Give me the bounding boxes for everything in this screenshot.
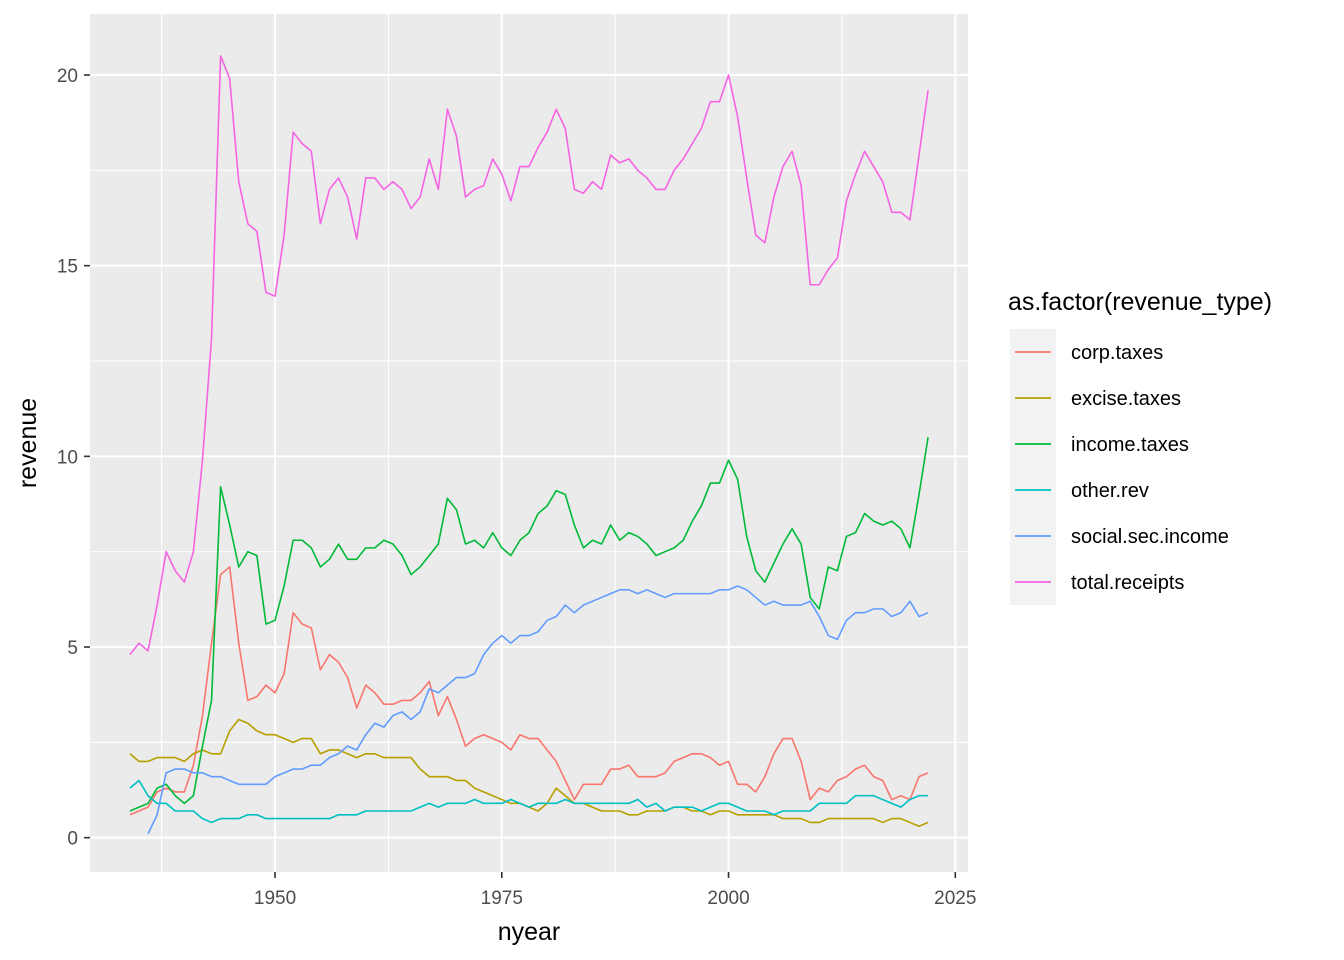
legend-item-label: other.rev [1071, 480, 1149, 502]
legend-item-label: total.receipts [1071, 572, 1184, 594]
y-axis-title: revenue [14, 398, 42, 488]
legend-key [1010, 513, 1056, 559]
legend-item-label: income.taxes [1071, 434, 1189, 456]
legend-items: corp.taxes excise.taxes income.taxes other.… [1010, 329, 1229, 605]
legend-item-label: social.sec.income [1071, 526, 1229, 548]
legend-key [1010, 559, 1056, 605]
series-line-corp-taxes [129, 566, 929, 816]
minor-gridlines [90, 14, 968, 872]
x-tick-label: 2000 [707, 888, 749, 909]
series-lines [129, 55, 929, 835]
axis-ticks [84, 74, 957, 878]
major-gridlines [90, 14, 968, 872]
series-line-total-receipts [129, 55, 929, 656]
series-line-income-taxes [129, 437, 929, 812]
legend: as.factor(revenue_type) corp.taxes excise… [1008, 288, 1272, 605]
y-tick-label: 20 [57, 66, 78, 87]
legend-item-label: excise.taxes [1071, 388, 1181, 410]
legend-title: as.factor(revenue_type) [1008, 288, 1272, 316]
legend-key [1010, 467, 1056, 513]
plot-panel [90, 14, 968, 872]
y-tick-label: 5 [67, 638, 78, 659]
legend-key [1010, 375, 1056, 421]
y-tick-label: 15 [57, 257, 78, 278]
x-tick-label: 1975 [481, 888, 523, 909]
legend-item-label: corp.taxes [1071, 342, 1163, 364]
series-line-social-sec-income [147, 585, 929, 835]
x-tick-label: 1950 [254, 888, 296, 909]
x-tick-label: 2025 [934, 888, 976, 909]
legend-key [1010, 329, 1056, 375]
y-tick-label: 0 [67, 829, 78, 850]
series-line-other-rev [129, 779, 929, 824]
legend-key [1010, 421, 1056, 467]
x-tick-labels: 1950 1975 2000 2025 [254, 888, 977, 909]
y-tick-label: 10 [57, 447, 78, 468]
y-tick-labels: 0 5 10 15 20 [57, 66, 78, 850]
x-axis-title: nyear [498, 918, 561, 946]
